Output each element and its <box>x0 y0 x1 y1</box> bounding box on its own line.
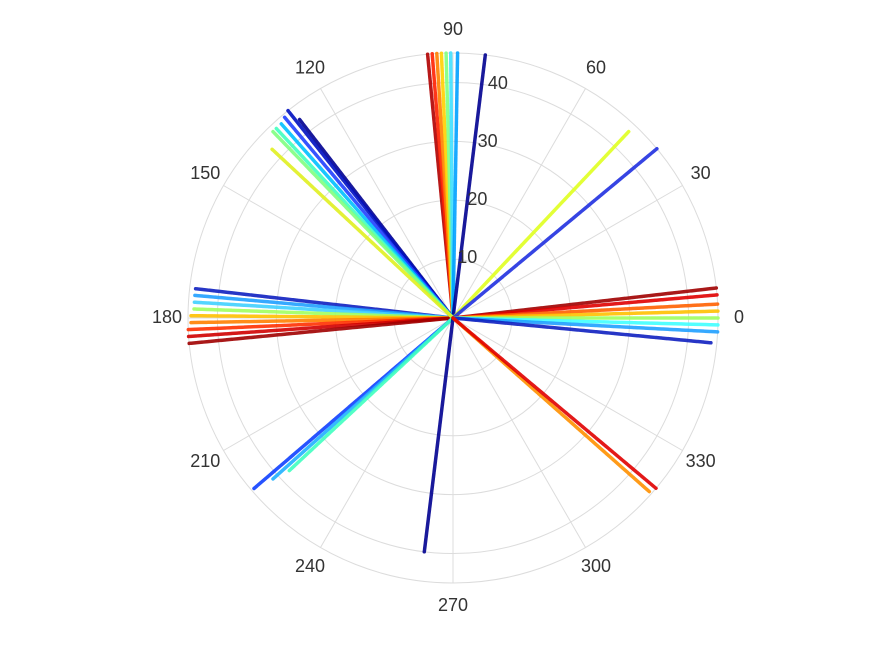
theta-tick-label: 120 <box>295 57 325 77</box>
ray <box>451 53 488 320</box>
theta-tick-label: 90 <box>443 19 463 39</box>
r-tick-label: 30 <box>478 131 498 151</box>
r-tick-label: 10 <box>457 247 477 267</box>
theta-tick-label: 270 <box>438 595 468 615</box>
ray <box>271 129 455 320</box>
ray <box>451 316 713 345</box>
theta-tick-label: 0 <box>734 307 744 327</box>
theta-tick-label: 330 <box>686 451 716 471</box>
theta-tick-label: 210 <box>190 451 220 471</box>
grid-spoke <box>452 88 586 319</box>
grid-spoke <box>223 185 454 319</box>
grid-spoke <box>223 317 454 451</box>
r-tick-label: 20 <box>467 189 487 209</box>
ray <box>451 51 460 320</box>
grid-spoke <box>452 317 586 548</box>
grid-spoke <box>320 88 454 319</box>
ray <box>187 316 455 346</box>
theta-tick-label: 240 <box>295 556 325 576</box>
grid-spoke <box>320 317 454 548</box>
ray <box>287 316 455 473</box>
r-tick-label: 40 <box>488 73 508 93</box>
ray <box>422 316 455 554</box>
grid-spoke <box>452 317 683 451</box>
theta-tick-label: 30 <box>691 163 711 183</box>
theta-tick-label: 150 <box>190 163 220 183</box>
ray <box>451 146 659 320</box>
ray <box>451 129 631 320</box>
ray <box>451 316 720 334</box>
ray <box>451 316 658 491</box>
theta-tick-label: 180 <box>152 307 182 327</box>
ray <box>270 147 455 320</box>
grid-spoke <box>452 185 683 319</box>
theta-tick-label: 60 <box>586 57 606 77</box>
theta-tick-label: 300 <box>581 556 611 576</box>
